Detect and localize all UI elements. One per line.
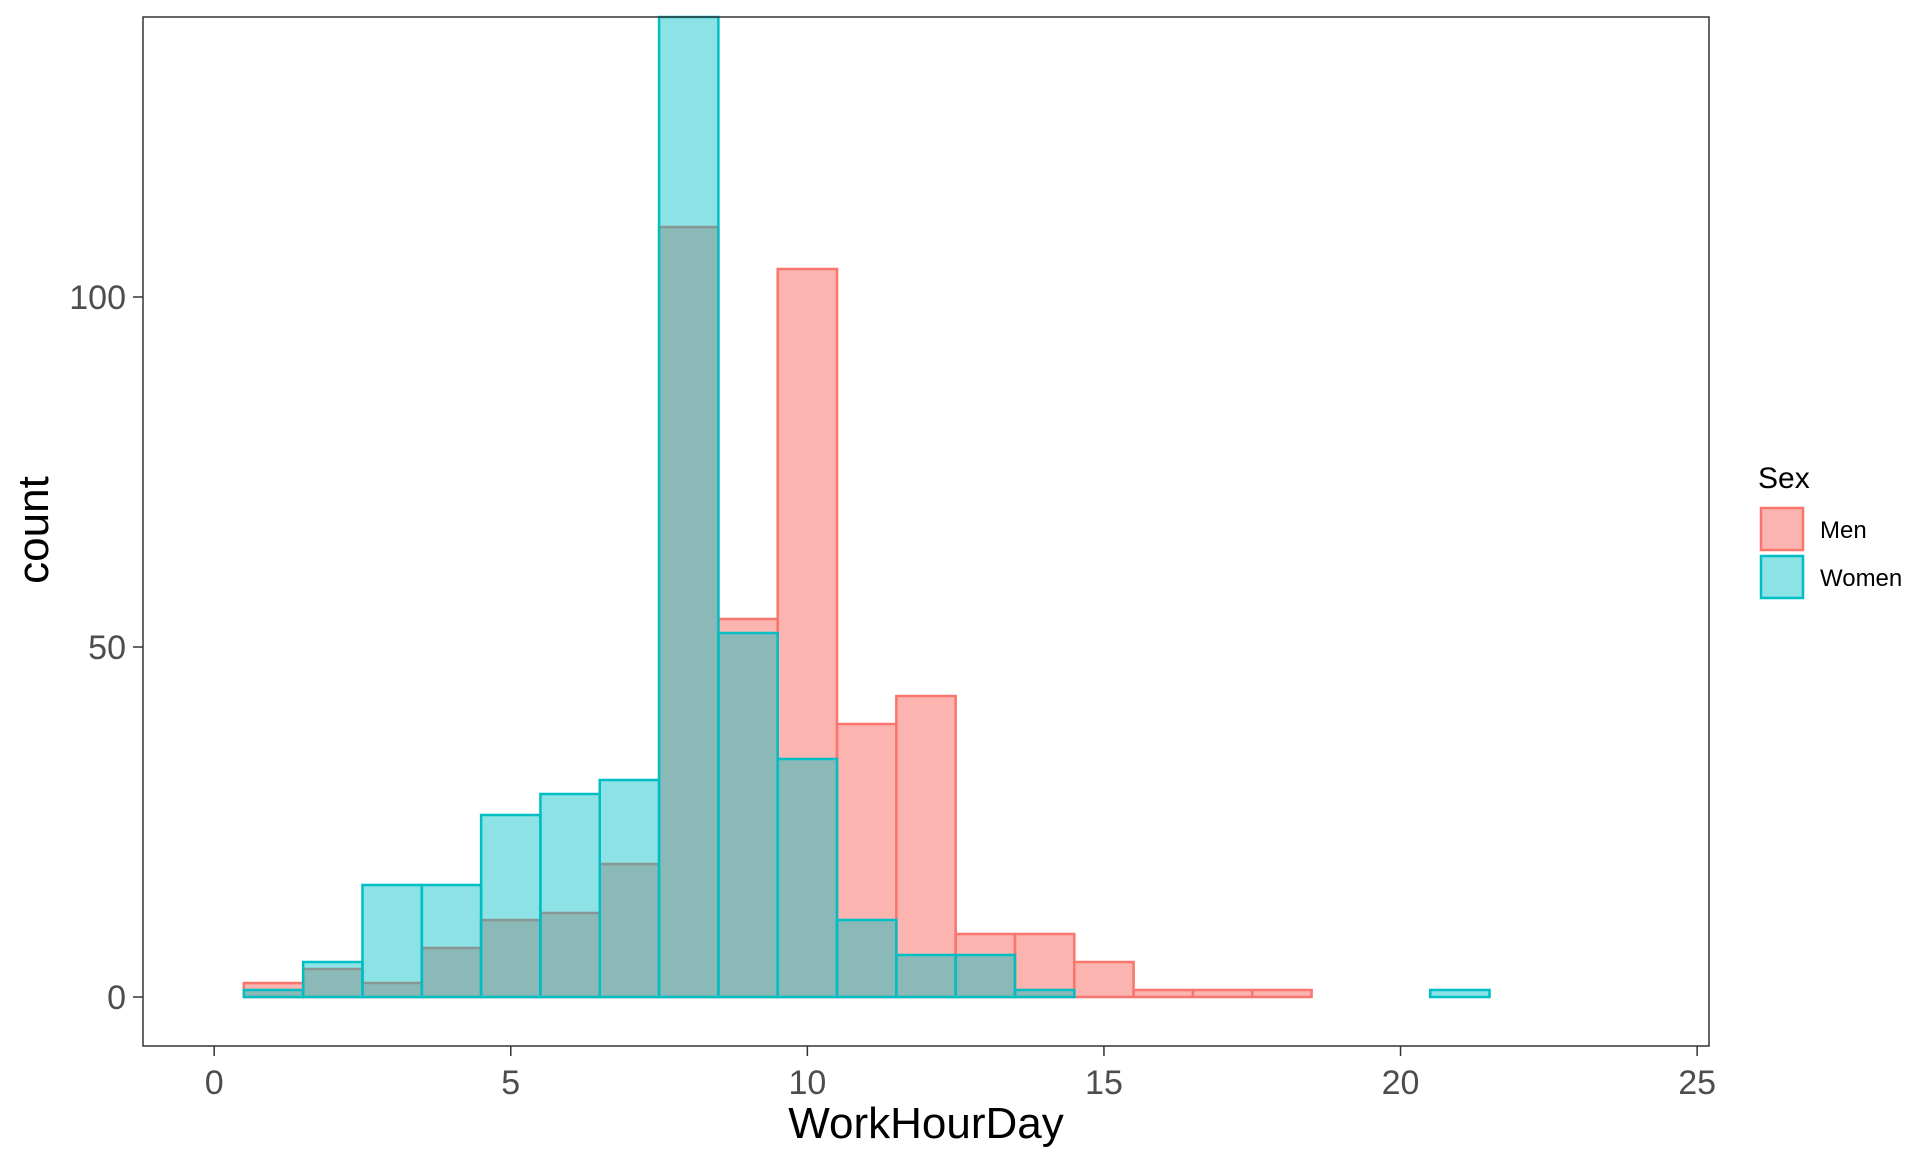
y-tick-label: 100 (69, 279, 126, 317)
x-tick-label: 0 (205, 1064, 224, 1102)
y-axis: 0 50 100 (69, 279, 143, 1017)
y-axis-title: count (9, 476, 58, 584)
men-bars (242, 225, 1313, 999)
bar-women-bin-8 (657, 15, 720, 999)
x-tick-label: 25 (1678, 1064, 1716, 1102)
women-bars (242, 15, 1491, 999)
legend-title: Sex (1758, 462, 1810, 495)
legend-item-women: Women (1759, 554, 1902, 600)
bar-women-bin-12 (895, 953, 957, 999)
bar-women-bin-7 (598, 778, 661, 999)
x-tick-label: 10 (788, 1064, 826, 1102)
x-tick-label: 15 (1085, 1064, 1123, 1102)
plot-panel-border (142, 16, 1710, 1047)
x-tick-label: 5 (501, 1064, 520, 1102)
bar-women-bin-3 (361, 883, 424, 999)
bar-women-bin-1 (242, 988, 305, 999)
bar-men-bin-12 (895, 694, 957, 999)
x-axis: 0 5 10 15 20 25 (205, 1046, 1716, 1102)
bar-men-bin-9 (717, 617, 779, 999)
bar-women-bin-13 (954, 953, 1017, 999)
bar-women-bin-10 (776, 757, 839, 999)
bar-women-bin-21 (1428, 988, 1491, 999)
bar-women-bin-9 (717, 631, 779, 999)
y-tick-label: 50 (88, 629, 126, 667)
bar-men-bin-15 (1073, 960, 1135, 999)
legend-item-men: Men (1759, 506, 1867, 552)
bar-women-bin-4 (420, 883, 483, 999)
x-axis-title: WorkHourDay (788, 1099, 1063, 1148)
legend-key-men (1759, 506, 1805, 552)
legend-label-women: Women (1820, 565, 1902, 592)
bar-men-bin-14 (1013, 932, 1076, 999)
x-tick-label: 20 (1382, 1064, 1420, 1102)
bar-women-bin-6 (539, 792, 601, 999)
bar-women-bin-2 (301, 960, 364, 999)
y-tick-label: 0 (107, 979, 126, 1017)
legend-key-women (1759, 554, 1805, 600)
bar-women-bin-11 (835, 918, 898, 999)
bar-women-bin-5 (479, 813, 542, 999)
bar-women-bin-14 (1013, 988, 1076, 999)
bar-men-bin-10 (776, 267, 839, 999)
bar-men-bin-17 (1191, 988, 1254, 999)
legend: Sex Men Women (1758, 462, 1902, 600)
bar-men-bin-18 (1251, 988, 1313, 999)
bar-men-bin-16 (1132, 988, 1195, 999)
legend-label-men: Men (1820, 517, 1867, 544)
bar-men-bin-8 (657, 225, 720, 999)
